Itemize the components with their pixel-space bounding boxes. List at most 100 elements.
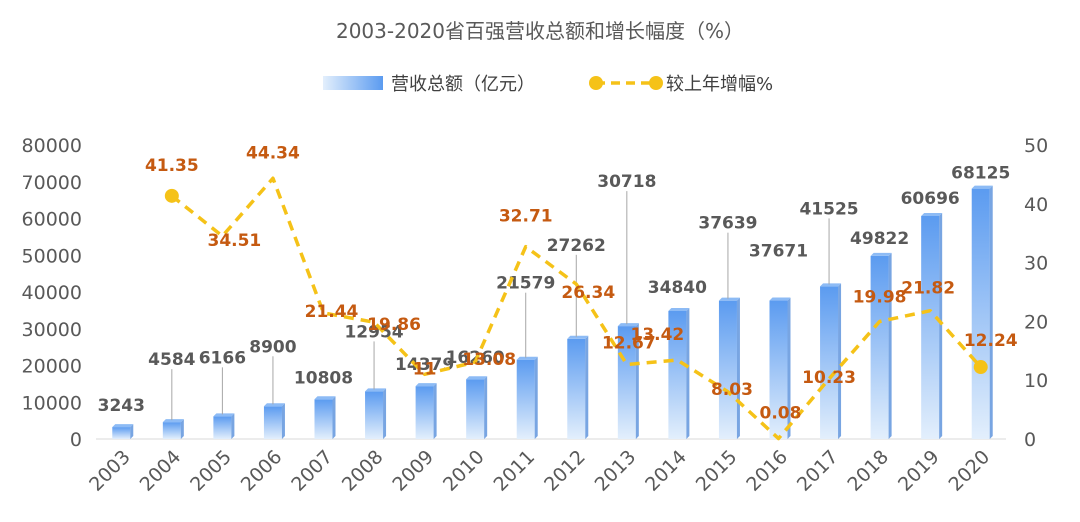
- legend-bar-swatch: [323, 76, 383, 90]
- bar-side: [989, 185, 993, 439]
- bar-top: [870, 252, 892, 256]
- x-tick-label: 2011: [490, 446, 540, 496]
- legend-line-marker: [589, 76, 603, 90]
- x-tick-label: 2009: [388, 446, 438, 496]
- line-value-label: 21.82: [901, 279, 955, 299]
- x-tick-label: 2012: [540, 446, 590, 496]
- line-value-label: 41.35: [145, 156, 199, 176]
- y-left-tick-label: 30000: [22, 319, 82, 341]
- y-left-tick-label: 60000: [22, 209, 82, 231]
- bar-value-label: 21579: [496, 274, 555, 294]
- line-series: [164, 176, 988, 441]
- x-tick-label: 2005: [186, 446, 236, 496]
- bar-side: [939, 212, 943, 439]
- line-value-label: 44.34: [246, 143, 300, 163]
- bar-top: [516, 356, 538, 360]
- x-tick-label: 2013: [591, 446, 641, 496]
- bar-top: [617, 323, 639, 327]
- y-left-tick-label: 0: [70, 429, 82, 451]
- bar-side: [231, 413, 235, 439]
- bar: [466, 379, 485, 439]
- bar: [415, 386, 434, 439]
- line-value-label: 13.42: [630, 325, 684, 345]
- bar-side: [130, 424, 134, 439]
- line-value-label: 34.51: [207, 231, 261, 251]
- bar-top: [971, 185, 993, 189]
- bar-value-label: 49822: [850, 229, 909, 249]
- y-axis-left: 0 10000 20000 30000 40000 50000 60000 70000 8000…: [22, 135, 82, 451]
- line-value-label: 12.24: [964, 331, 1018, 351]
- x-tick-label: 2007: [287, 446, 337, 496]
- bar-value-label: 8900: [249, 337, 296, 357]
- bar-series: [112, 185, 993, 439]
- bar-side: [534, 356, 538, 439]
- bar: [112, 427, 131, 439]
- line-value-label: 12.67: [602, 334, 656, 354]
- y-right-tick-label: 30: [1024, 253, 1048, 275]
- bar: [567, 338, 586, 439]
- growth-line: [170, 176, 983, 441]
- bar-value-label: 34840: [648, 278, 707, 298]
- bar-top: [567, 335, 589, 339]
- line-value-label: 8.03: [711, 380, 753, 400]
- bar-side: [686, 307, 690, 439]
- bar-top: [718, 297, 740, 301]
- x-tick-label: 2006: [237, 446, 287, 496]
- bar-top: [466, 376, 488, 380]
- x-tick-label: 2017: [793, 446, 843, 496]
- bar-side: [484, 376, 488, 439]
- bar-top: [415, 383, 437, 387]
- bar-top: [213, 413, 235, 417]
- bar-side: [736, 297, 740, 439]
- y-right-tick-label: 10: [1024, 370, 1048, 392]
- bar-top: [314, 396, 336, 400]
- legend: 营收总额（亿元） 较上年增幅%: [323, 74, 773, 95]
- bar: [213, 416, 232, 439]
- line-value-label: 11: [413, 359, 437, 379]
- y-axis-right: 0 10 20 30 40 50: [1024, 135, 1048, 451]
- bar-value-label: 4584: [148, 350, 195, 370]
- y-left-tick-label: 50000: [22, 245, 82, 267]
- bar: [769, 300, 788, 439]
- bar-value-label: 37639: [698, 214, 757, 234]
- bar: [820, 286, 839, 439]
- bar-top: [769, 297, 791, 301]
- x-tick-label: 2015: [692, 446, 742, 496]
- line-point-marker: [164, 188, 179, 203]
- legend-bar-label: 营收总额（亿元）: [391, 74, 535, 95]
- bar-value-label: 3243: [98, 396, 145, 416]
- line-value-label: 19.86: [367, 315, 421, 335]
- line-value-label: 0.08: [760, 404, 802, 424]
- x-tick-label: 2019: [894, 446, 944, 496]
- bar-side: [433, 383, 437, 439]
- line-value-label: 13.08: [462, 350, 516, 370]
- y-right-tick-label: 50: [1024, 135, 1048, 157]
- line-value-label: 21.44: [305, 302, 359, 322]
- y-left-tick-label: 70000: [22, 172, 82, 194]
- bar: [921, 215, 940, 439]
- legend-line-marker-end: [649, 76, 663, 90]
- bar-value-label: 14379: [395, 355, 454, 375]
- y-left-tick-label: 40000: [22, 282, 82, 304]
- x-axis-ticks: 2003 2004 2005 2006 2007 2008 2009 2010 2011 2012…: [85, 446, 994, 496]
- bar-side: [383, 388, 387, 439]
- x-tick-label: 2004: [136, 446, 186, 496]
- line-labels: 41.35 34.51 44.34 21.44 19.86 11 13.08 32.71 26.…: [145, 143, 1018, 423]
- x-tick-label: 2018: [843, 446, 893, 496]
- legend-line-label: 较上年增幅%: [666, 74, 773, 95]
- line-value-label: 26.34: [561, 283, 615, 303]
- line-point-marker: [973, 360, 988, 375]
- y-left-tick-label: 20000: [22, 356, 82, 378]
- bar-value-label: 6166: [199, 348, 246, 368]
- x-tick-label: 2008: [338, 446, 388, 496]
- line-value-label: 10.23: [802, 368, 856, 388]
- bar-value-label: 30718: [597, 172, 656, 192]
- bar-value-label: 68125: [951, 164, 1010, 184]
- line-value-label: 19.98: [853, 288, 907, 308]
- bar: [263, 406, 282, 439]
- bar-top: [112, 424, 134, 428]
- bar: [516, 359, 535, 439]
- bar-top: [668, 307, 690, 311]
